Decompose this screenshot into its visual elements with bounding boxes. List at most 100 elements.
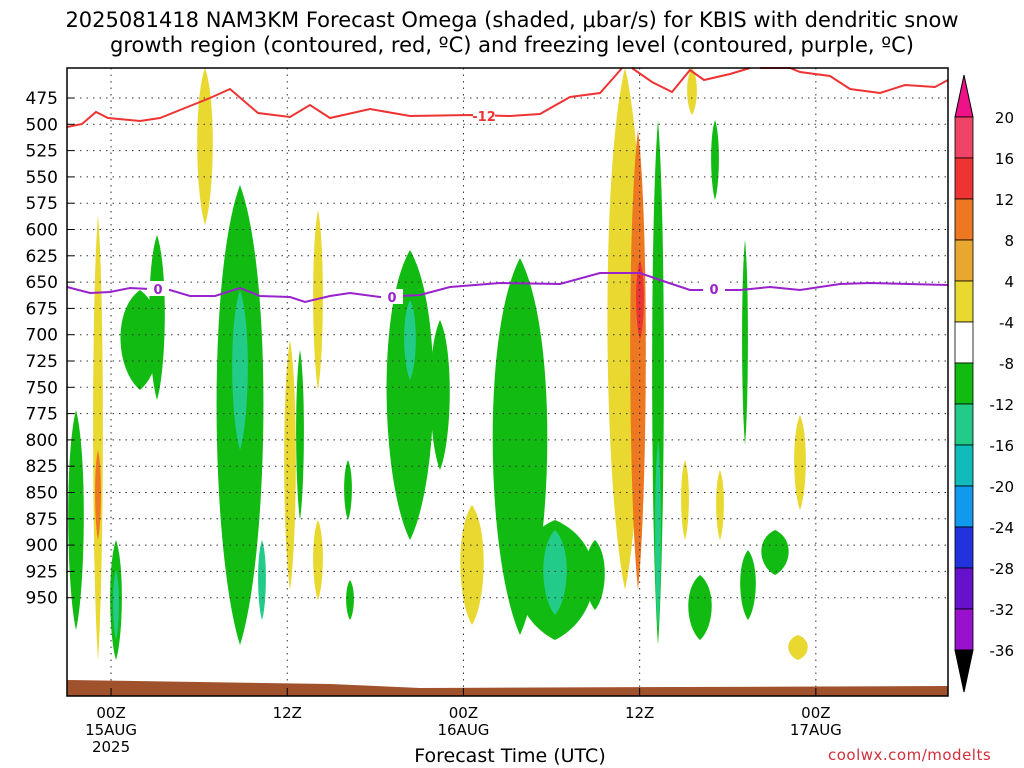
omega-region	[716, 470, 724, 540]
colorbar-bin	[954, 526, 974, 569]
y-tick-label: 775	[26, 405, 58, 425]
colorbar-bin	[954, 444, 974, 487]
omega-region	[284, 340, 296, 590]
colorbar-bottom-triangle	[954, 649, 974, 693]
dgz-contour-label-bg	[473, 108, 495, 123]
colorbar-label: -28	[990, 560, 1015, 578]
omega-region	[197, 68, 213, 225]
dgz-contour-line	[631, 67, 751, 94]
omega-region	[232, 290, 248, 450]
y-tick-label: 700	[26, 326, 58, 346]
y-tick-label: 600	[26, 221, 58, 241]
omega-region	[113, 570, 119, 640]
omega-region	[652, 120, 664, 645]
y-tick-label: 750	[26, 378, 58, 398]
freezing-level-label: 0	[153, 283, 162, 298]
colorbar-label: -8	[999, 355, 1014, 373]
omega-region	[711, 120, 719, 200]
omega-region	[93, 215, 103, 660]
colorbar-label: -36	[990, 642, 1015, 660]
colorbar-label: -24	[990, 519, 1015, 537]
omega-region	[346, 580, 354, 620]
colorbar-label: -32	[990, 601, 1015, 619]
colorbar-bin	[954, 403, 974, 446]
freezing-level-label-bg	[703, 281, 725, 296]
chart-title-line2: growth region (contoured, red, ºC) and f…	[110, 33, 914, 57]
y-tick-label: 950	[26, 589, 58, 609]
y-tick-label: 550	[26, 168, 58, 188]
dgz-contour-line	[66, 67, 623, 128]
colorbar: 20 16 12 8 4 -4 -8 -12 -16 -20 -24 -28 -32 -36	[954, 74, 1015, 693]
omega-region	[386, 250, 434, 540]
omega-region	[344, 460, 352, 520]
x-tick-label: 12Z	[625, 704, 654, 722]
colorbar-label: 16	[995, 150, 1014, 168]
omega-region	[543, 530, 567, 615]
omega-region	[740, 550, 756, 620]
y-axis: 475 500 525 550 575 600 625 650 675 700 725 750 775 8…	[26, 89, 74, 609]
x-tick-label: 2025	[92, 738, 130, 756]
colorbar-top-triangle	[954, 74, 974, 118]
y-tick-label: 475	[26, 89, 58, 109]
colorbar-bin	[954, 116, 974, 159]
contour-lines: -12 0 0 0	[66, 67, 949, 306]
omega-region	[585, 540, 605, 610]
freezing-level-label: 0	[387, 291, 396, 306]
omega-region	[630, 130, 646, 590]
omega-region	[258, 540, 266, 620]
site-credit: coolwx.com/modelts	[828, 746, 992, 764]
omega-region	[761, 530, 789, 575]
colorbar-label: -4	[999, 314, 1014, 332]
colorbar-label: -12	[990, 396, 1015, 414]
y-tick-label: 650	[26, 273, 58, 293]
omega-region	[794, 415, 806, 510]
y-tick-label: 825	[26, 457, 58, 477]
colorbar-bin	[954, 485, 974, 528]
freezing-level-label-bg	[381, 289, 403, 304]
colorbar-label: 12	[995, 191, 1014, 209]
x-tick-label: 00Z	[801, 704, 830, 722]
y-tick-label: 850	[26, 484, 58, 504]
y-tick-label: 525	[26, 142, 58, 162]
x-tick-label: 00Z	[96, 704, 125, 722]
x-tick-label: 00Z	[449, 704, 478, 722]
omega-region	[681, 460, 689, 540]
colorbar-bin	[954, 198, 974, 241]
omega-region	[296, 350, 304, 520]
omega-region	[788, 635, 808, 660]
omega-region	[68, 410, 84, 630]
y-tick-label: 575	[26, 194, 58, 214]
omega-region	[636, 260, 644, 340]
y-tick-label: 675	[26, 299, 58, 319]
omega-region	[460, 505, 484, 625]
omega-region	[688, 575, 712, 640]
x-tick-label: 15AUG	[85, 721, 137, 739]
x-tick-label: 16AUG	[437, 721, 489, 739]
colorbar-bin	[954, 280, 974, 323]
omega-region	[742, 240, 748, 445]
y-tick-label: 625	[26, 247, 58, 267]
y-tick-label: 875	[26, 510, 58, 530]
x-tick-label: 12Z	[273, 704, 302, 722]
dgz-contour-label: -12	[472, 110, 496, 125]
freezing-level-label-bg	[147, 281, 169, 296]
colorbar-label: 8	[1004, 232, 1014, 250]
y-tick-label: 900	[26, 536, 58, 556]
freezing-level-label: 0	[709, 283, 718, 298]
omega-region	[430, 320, 450, 470]
colorbar-bin	[954, 567, 974, 610]
y-tick-label: 925	[26, 562, 58, 582]
colorbar-bin	[954, 321, 974, 364]
chart-title-line1: 2025081418 NAM3KM Forecast Omega (shaded…	[65, 8, 959, 32]
x-axis-label: Forecast Time (UTC)	[414, 745, 606, 767]
colorbar-label: -20	[990, 478, 1015, 496]
colorbar-label: -16	[990, 437, 1015, 455]
grid-lines	[67, 68, 948, 696]
omega-region	[149, 235, 165, 400]
colorbar-label: 4	[1004, 273, 1014, 291]
x-tick-label: 17AUG	[790, 721, 842, 739]
omega-region	[313, 210, 323, 390]
y-tick-label: 725	[26, 352, 58, 372]
